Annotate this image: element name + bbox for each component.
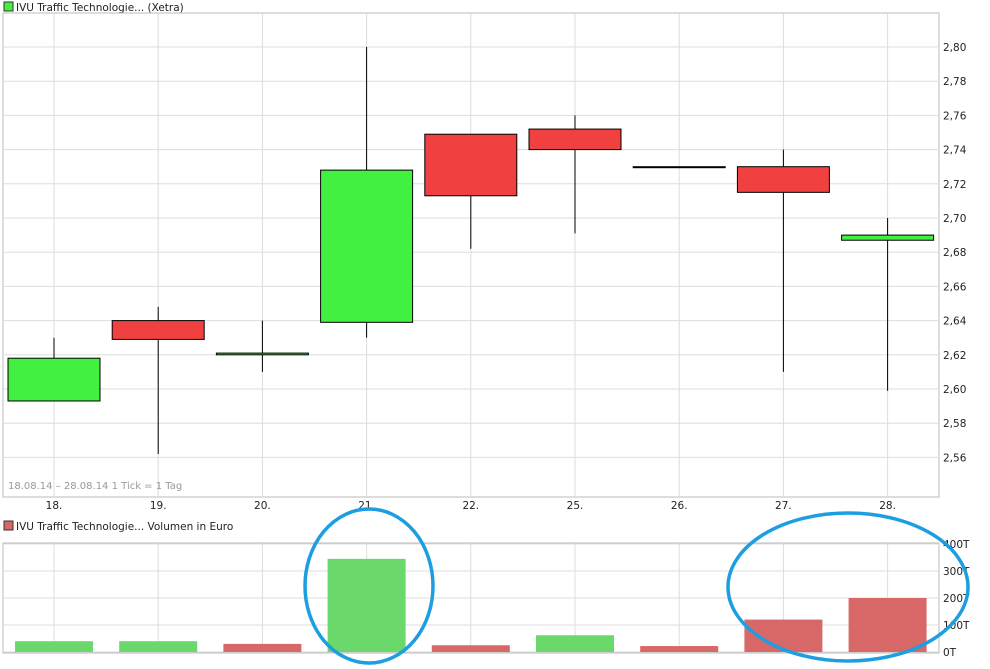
candle-body [736,166,830,193]
volume-legend-icon [3,520,14,531]
volume-bar [119,641,198,652]
candle-body [215,352,309,356]
volume-bar [327,558,406,652]
volume-bar [848,598,927,652]
annotation-circle [303,507,435,665]
price-chart-title: IVU Traffic Technologie... (Xetra) [16,2,184,14]
date-range-info: 18.08.14 – 28.08.14 1 Tick = 1 Tag [8,481,182,492]
volume-y-tick-label: 100T [943,620,970,632]
candles [7,47,935,454]
volume-bar [15,641,93,652]
price-y-tick-label: 2,68 [943,247,966,259]
price-y-tick-label: 2,62 [943,350,966,362]
volume-y-tick-label: 200T [943,593,970,605]
candle-body [528,128,622,151]
annotation-circle [726,511,970,663]
price-y-tick-label: 2,76 [943,110,967,122]
price-x-tick-label: 18. [46,500,63,512]
price-y-tick-label: 2,60 [943,384,966,396]
price-x-tick-label: 27. [775,500,792,512]
candle-body [841,234,935,241]
candle-body [320,169,414,323]
price-x-tick-label: 22. [462,500,479,512]
candle-body [111,320,205,340]
candle-body [424,133,518,197]
price-x-tick-label: 28. [879,500,896,512]
price-y-tick-label: 2,74 [943,145,967,157]
price-y-tick-label: 2,64 [943,316,967,328]
volume-bar [640,646,719,652]
price-legend-icon [3,1,14,12]
volume-chart-title: IVU Traffic Technologie... Volumen in Eu… [16,521,233,533]
volume-bar [431,645,510,652]
price-grid [3,13,939,497]
price-y-tick-label: 2,72 [943,179,966,191]
price-y-tick-label: 2,66 [943,281,967,293]
price-y-tick-label: 2,58 [943,418,966,430]
volume-bar [536,635,614,652]
price-y-tick-label: 2,56 [943,452,967,464]
candle-body [632,166,726,169]
price-x-tick-label: 20. [254,500,271,512]
price-x-tick-label: 26. [671,500,688,512]
volume-y-tick-label: 0T [943,647,957,659]
price-y-tick-label: 2,70 [943,213,966,225]
price-y-axis: 2,56 2,58 2,60 2,62 2,64 2,66 2,68 2,70 2,72 2,74… [943,42,967,464]
price-y-tick-label: 2,78 [943,76,966,88]
price-y-tick-label: 2,80 [943,42,966,54]
price-x-axis: 18. 19. 20. 21. 22. 25. 26. 27. 28. [46,500,896,512]
candle-body [7,357,101,402]
volume-bar [223,643,302,652]
price-x-tick-label: 25. [567,500,584,512]
price-x-tick-label: 19. [150,500,167,512]
